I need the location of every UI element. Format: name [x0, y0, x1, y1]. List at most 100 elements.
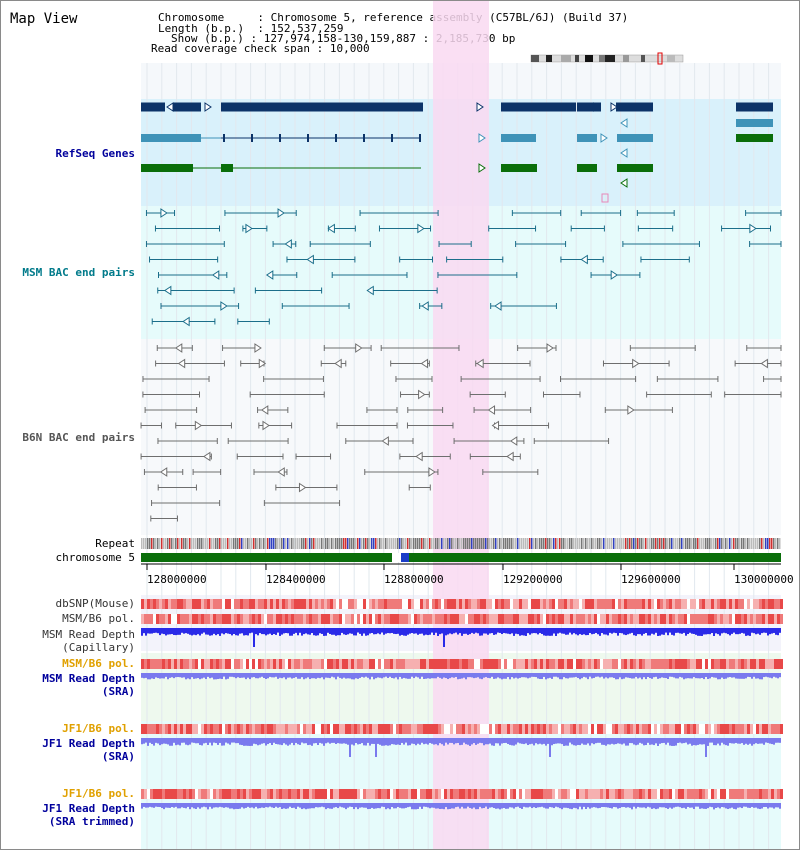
jf1-depth-trim-bar: [739, 803, 741, 808]
jf1-depth-trim-bar: [773, 803, 775, 809]
msm-b6-pol2-cell: [180, 659, 183, 669]
msm-b6-pol-cell: [669, 614, 672, 624]
msm-depth-sra-bar: [661, 673, 663, 678]
jf1-depth-sra-bar: [639, 738, 641, 743]
msm-b6-pol-cell: [369, 614, 372, 624]
jf1-b6-pol-cell: [351, 724, 354, 734]
jf1-depth-trim-bar: [659, 803, 661, 808]
msm-b6-pol-cell: [528, 614, 531, 624]
repeat-feature: [315, 538, 317, 549]
msm-b6-pol2-cell: [405, 659, 408, 669]
repeat-feature: [289, 538, 291, 549]
refseq-gene-block: [736, 119, 773, 127]
dbsnp-cell: [384, 599, 387, 609]
repeat-feature: [399, 538, 401, 549]
length-key: Length (b.p.): [158, 22, 245, 35]
dbsnp-cell: [453, 599, 456, 609]
jf1-depth-trim-bar: [511, 803, 513, 808]
jf1-depth-trim-bar: [473, 803, 475, 808]
dbsnp-cell: [165, 599, 168, 609]
jf1-b6-pol2-cell: [279, 789, 282, 799]
repeat-feature: [421, 538, 423, 549]
dbsnp-cell: [642, 599, 645, 609]
msm-depth-sra-bar: [361, 673, 363, 677]
msm-depth-sra-bar: [483, 673, 485, 678]
msm-depth-sra-bar: [339, 673, 341, 678]
repeat-feature: [393, 538, 395, 549]
jf1-depth-sra-bar: [169, 738, 171, 746]
msm-b6-pol2-cell: [402, 659, 405, 669]
jf1-b6-pol2-cell: [312, 789, 315, 799]
jf1-b6-pol-cell: [444, 724, 447, 734]
msm-depth-cap-bar: [255, 628, 257, 635]
jf1-depth-sra-bar: [729, 738, 731, 744]
msm-depth-sra-bar: [569, 673, 571, 678]
dbsnp-cell: [501, 599, 504, 609]
repeat-feature: [535, 538, 537, 549]
msm-b6-pol2-cell: [393, 659, 396, 669]
msm-b6-pol-cell: [699, 614, 702, 624]
jf1-b6-pol-cell: [681, 724, 684, 734]
repeat-feature: [687, 538, 689, 549]
jf1-b6-pol2-cell: [453, 789, 456, 799]
jf1-b6-pol2-cell: [420, 789, 423, 799]
msm-depth-sra-bar: [651, 673, 653, 679]
msm-depth-cap-bar: [643, 628, 645, 634]
msm-depth-cap-bar: [449, 628, 451, 634]
msm-depth-cap-bar: [465, 628, 467, 634]
repeat-feature: [221, 538, 223, 549]
jf1-depth-trim-bar: [419, 803, 421, 807]
jf1-depth-sra-bar: [175, 738, 177, 746]
msm-depth-sra-bar: [571, 673, 573, 678]
jf1-b6-pol2-cell: [693, 789, 696, 799]
jf1-depth-sra-bar: [339, 738, 341, 744]
jf1-b6-pol2-cell: [612, 789, 615, 799]
jf1-b6-pol2-cell: [663, 789, 666, 799]
jf1-b6-pol-cell: [738, 724, 741, 734]
jf1-b6-pol-cell: [267, 724, 270, 734]
jf1-depth-trim-bar: [737, 803, 739, 808]
msm-b6-pol-cell: [438, 614, 441, 624]
jf1-depth-trim-bar: [311, 803, 313, 809]
jf1-b6-pol2-cell: [582, 789, 585, 799]
msm-b6-pol-cell: [147, 614, 150, 624]
jf1-b6-pol2-cell: [450, 789, 453, 799]
repeat-feature: [775, 538, 777, 549]
jf1-depth-sra-bar: [553, 738, 555, 745]
jf1-depth-trim-bar: [163, 803, 165, 810]
repeat-feature: [325, 538, 327, 549]
jf1-depth-sra-bar: [233, 738, 235, 743]
refseq-gene-arrow: [620, 118, 628, 128]
jf1-depth-sra-bar: [763, 738, 765, 745]
b6n-bac-arrow: [258, 358, 267, 369]
msm-depth-sra-bar: [289, 673, 291, 678]
dbsnp-cell: [693, 599, 696, 609]
jf1-depth-trim-bar: [273, 803, 275, 808]
msm-depth-cap-bar: [473, 628, 475, 634]
msm-depth-sra-bar: [287, 673, 289, 678]
jf1-b6-pol2-cell: [372, 789, 375, 799]
jf1-b6-pol-cell: [402, 724, 405, 734]
jf1-depth-sra-bar: [163, 738, 165, 744]
repeat-feature: [297, 538, 299, 549]
jf1-depth-trim-bar: [339, 803, 341, 807]
jf1-b6-pol-cell: [456, 724, 459, 734]
jf1-b6-pol2-cell: [264, 789, 267, 799]
jf1-depth-trim-bar: [507, 803, 509, 809]
jf1-b6-pol2-cell: [666, 789, 669, 799]
jf1-depth-sra-bar: [691, 738, 693, 746]
msm-depth-sra-bar: [251, 673, 253, 678]
refseq-exon: [419, 134, 421, 142]
msm-b6-pol2-cell: [429, 659, 432, 669]
msm-depth-cap-bar: [481, 628, 483, 636]
jf1-depth-trim-bar: [489, 803, 491, 808]
msm-depth-sra-bar: [557, 673, 559, 678]
msm-depth-sra-bar: [543, 673, 545, 677]
msm-depth-cap-bar: [185, 628, 187, 634]
jf1-b6-pol2-cell: [597, 789, 600, 799]
jf1-depth-sra-bar: [265, 738, 267, 746]
jf1-depth-trim-bar: [521, 803, 523, 809]
msm-b6-pol2-cell: [648, 659, 651, 669]
jf1-b6-pol2-cell: [243, 789, 246, 799]
